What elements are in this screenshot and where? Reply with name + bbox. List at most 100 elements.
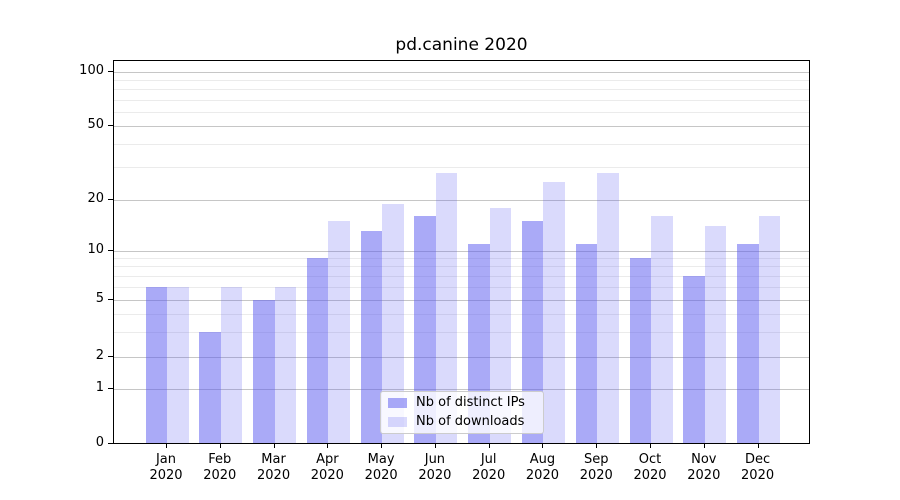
x-tick-1 <box>219 443 221 448</box>
plot-area <box>113 60 810 444</box>
y-tick-2 <box>108 355 113 357</box>
x-tick-label-month: Feb <box>208 452 232 467</box>
x-tick-8 <box>596 443 598 448</box>
x-tick-4 <box>381 443 383 448</box>
x-tick-label-year: 2020 <box>364 468 398 483</box>
x-tick-label-year: 2020 <box>310 468 344 483</box>
y-tick-label-20: 20 <box>87 191 104 206</box>
x-tick-label-year: 2020 <box>418 468 452 483</box>
legend: Nb of distinct IPs Nb of downloads <box>380 391 544 434</box>
y-tick-1 <box>108 387 113 389</box>
x-tick-9 <box>650 443 652 448</box>
x-tick-label-month: Jun <box>424 452 446 467</box>
bar-nb-of-downloads-sep-2020 <box>597 172 619 443</box>
y-tick-50 <box>108 125 113 126</box>
x-tick-label-month: Oct <box>638 452 662 467</box>
legend-item-1: Nb of downloads <box>381 413 543 429</box>
x-tick-label-7: Aug 2020 <box>510 452 574 484</box>
y-gridline-minor-3 <box>114 331 809 333</box>
bar-nb-of-distinct-ips-oct-2020 <box>629 258 652 443</box>
y-gridline-major-5 <box>114 300 809 301</box>
x-tick-label-month: Apr <box>316 452 339 467</box>
bar-nb-of-distinct-ips-may-2020 <box>360 231 383 443</box>
x-tick-label-year: 2020 <box>472 468 506 483</box>
y-gridline-minor-7 <box>114 275 809 277</box>
bar-nb-of-distinct-ips-sep-2020 <box>575 243 598 443</box>
bar-nb-of-downloads-jan-2020 <box>167 286 189 443</box>
y-tick-label-2: 2 <box>95 347 104 363</box>
y-tick-label-10: 10 <box>87 241 104 257</box>
bar-nb-of-distinct-ips-aug-2020 <box>521 220 544 443</box>
y-gridline-minor-30 <box>114 167 809 169</box>
x-tick-label-month: Sep <box>583 452 609 467</box>
x-tick-0 <box>166 443 167 448</box>
y-tick-0 <box>108 443 113 445</box>
x-tick-6 <box>488 443 490 448</box>
bar-nb-of-downloads-oct-2020 <box>651 216 673 443</box>
bar-nb-of-downloads-mar-2020 <box>274 286 297 443</box>
x-tick-label-month: Jul <box>480 452 497 467</box>
x-tick-label-year: 2020 <box>257 468 291 483</box>
x-tick-label-year: 2020 <box>525 468 559 483</box>
x-tick-label-year: 2020 <box>633 468 667 483</box>
x-tick-label-5: Jun 2020 <box>403 452 467 484</box>
bar-nb-of-downloads-dec-2020 <box>758 216 781 443</box>
bar-nb-of-downloads-aug-2020 <box>543 181 565 443</box>
y-gridline-minor-8 <box>114 266 809 268</box>
legend-swatch-0 <box>388 398 407 409</box>
y-tick-20 <box>108 199 113 200</box>
bar-nb-of-downloads-feb-2020 <box>220 286 243 443</box>
legend-label-1: Nb of downloads <box>416 413 525 429</box>
y-tick-label-50: 50 <box>87 117 104 132</box>
x-tick-label-month: Aug <box>529 452 556 467</box>
x-tick-10 <box>703 443 705 448</box>
legend-item-0: Nb of distinct IPs <box>381 396 543 410</box>
y-gridline-minor-9 <box>114 258 809 260</box>
x-tick-2 <box>273 443 275 448</box>
x-tick-label-month: Mar <box>261 452 286 467</box>
bar-nb-of-downloads-nov-2020 <box>704 225 727 443</box>
x-tick-label-year: 2020 <box>579 468 613 483</box>
bar-nb-of-distinct-ips-mar-2020 <box>253 300 275 443</box>
x-tick-11 <box>757 443 759 448</box>
y-gridline-major-10 <box>114 250 809 252</box>
legend-label-0: Nb of distinct IPs <box>416 395 525 411</box>
legend-swatch-1 <box>388 416 407 427</box>
y-gridline-major-50 <box>114 126 809 127</box>
x-tick-7 <box>542 443 544 448</box>
y-gridline-major-20 <box>114 200 809 201</box>
y-gridline-major-100 <box>114 71 809 73</box>
x-tick-label-month: Dec <box>745 452 771 467</box>
y-gridline-minor-90 <box>114 79 809 81</box>
y-tick-100 <box>108 70 113 72</box>
bar-nb-of-downloads-jun-2020 <box>435 172 458 443</box>
bar-nb-of-distinct-ips-jun-2020 <box>414 216 436 443</box>
x-tick-label-year: 2020 <box>203 468 237 483</box>
x-tick-5 <box>434 443 436 448</box>
bar-nb-of-distinct-ips-dec-2020 <box>737 243 759 443</box>
x-tick-label-month: Jan <box>155 452 177 467</box>
x-tick-label-month: May <box>367 452 395 467</box>
bar-nb-of-distinct-ips-feb-2020 <box>199 331 221 443</box>
y-tick-label-5: 5 <box>95 291 104 306</box>
y-tick-label-0: 0 <box>95 435 104 451</box>
chart-title: pd.canine 2020 <box>395 35 528 55</box>
y-gridline-major-2 <box>114 356 809 358</box>
bar-nb-of-distinct-ips-nov-2020 <box>683 275 705 443</box>
x-tick-label-1: Feb 2020 <box>188 452 252 484</box>
x-tick-label-year: 2020 <box>149 468 183 483</box>
x-tick-3 <box>327 443 329 448</box>
x-tick-label-2: Mar 2020 <box>242 452 306 484</box>
y-gridline-minor-40 <box>114 144 809 146</box>
x-tick-label-11: Dec 2020 <box>726 452 790 484</box>
y-gridline-minor-4 <box>114 313 809 315</box>
bar-nb-of-distinct-ips-apr-2020 <box>306 258 329 443</box>
y-gridline-minor-60 <box>114 111 809 113</box>
x-tick-label-6: Jul 2020 <box>457 452 521 484</box>
x-tick-label-year: 2020 <box>741 468 775 483</box>
y-tick-label-1: 1 <box>95 379 104 395</box>
y-gridline-minor-6 <box>114 286 809 288</box>
bar-nb-of-downloads-apr-2020 <box>328 220 350 443</box>
x-tick-label-0: Jan 2020 <box>134 452 198 484</box>
x-tick-label-4: May 2020 <box>349 452 413 484</box>
